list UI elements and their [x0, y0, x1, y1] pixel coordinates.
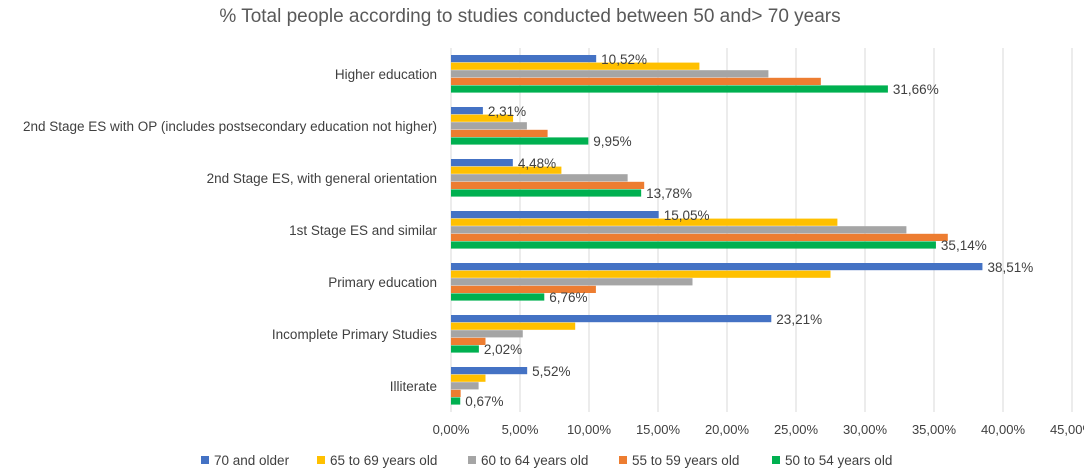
x-tick-label: 35,00%	[912, 422, 957, 437]
x-tick-label: 5,00%	[502, 422, 539, 437]
legend-label: 60 to 64 years old	[481, 453, 588, 468]
bar-50-to-54-years-old	[451, 85, 888, 93]
legend-label: 50 to 54 years old	[785, 453, 892, 468]
bar-70-and-older	[451, 55, 597, 63]
category-label: Higher education	[335, 67, 437, 82]
data-label: 23,21%	[776, 312, 822, 327]
legend-swatch-70-and-older	[201, 456, 209, 464]
bar-60-to-64-years-old	[451, 122, 527, 130]
bar-55-to-59-years-old	[451, 285, 596, 293]
legend-swatch-60-to-64-years-old	[468, 456, 476, 464]
data-label: 13,78%	[646, 186, 692, 201]
bar-60-to-64-years-old	[451, 226, 907, 234]
legend: 70 and older 65 to 69 years old 60 to 64 y…	[201, 453, 892, 468]
bar-60-to-64-years-old	[451, 70, 769, 78]
legend-label: 65 to 69 years old	[330, 453, 437, 468]
data-label: 4,48%	[518, 156, 556, 171]
data-label: 0,67%	[465, 394, 503, 409]
x-tick-label: 15,00%	[636, 422, 681, 437]
bar-65-to-69-years-old	[451, 374, 486, 382]
bar-50-to-54-years-old	[451, 189, 642, 197]
bar-60-to-64-years-old	[451, 174, 628, 182]
data-label: 35,14%	[941, 238, 987, 253]
bar-50-to-54-years-old	[451, 397, 461, 405]
legend-swatch-55-to-59-years-old	[619, 456, 627, 464]
data-label: 6,76%	[549, 290, 587, 305]
x-tick-label: 0,00%	[433, 422, 470, 437]
bar-55-to-59-years-old	[451, 129, 548, 137]
bar-70-and-older	[451, 211, 659, 219]
legend-swatch-50-to-54-years-old	[772, 456, 780, 464]
data-label: 15,05%	[664, 208, 710, 223]
bar-70-and-older	[451, 367, 528, 375]
category-label: Illiterate	[390, 379, 437, 394]
bar-50-to-54-years-old	[451, 241, 936, 249]
bar-70-and-older	[451, 315, 772, 323]
legend-swatch-65-to-69-years-old	[317, 456, 325, 464]
category-labels: Higher education 2nd Stage ES with OP (in…	[23, 67, 438, 394]
bar-70-and-older	[451, 159, 513, 167]
data-label: 5,52%	[532, 364, 570, 379]
category-label: 2nd Stage ES, with general orientation	[207, 171, 437, 186]
data-label: 2,02%	[484, 342, 522, 357]
x-tick-label: 10,00%	[567, 422, 612, 437]
bar-70-and-older	[451, 263, 983, 271]
bar-50-to-54-years-old	[451, 293, 545, 301]
bar-60-to-64-years-old	[451, 382, 479, 390]
data-label: 38,51%	[987, 260, 1033, 275]
bar-65-to-69-years-old	[451, 166, 562, 174]
data-label: 10,52%	[601, 52, 647, 67]
bar-55-to-59-years-old	[451, 77, 821, 85]
data-label: 31,66%	[893, 82, 939, 97]
bar-65-to-69-years-old	[451, 62, 700, 70]
data-label: 9,95%	[593, 134, 631, 149]
bar-65-to-69-years-old	[451, 322, 576, 330]
bar-65-to-69-years-old	[451, 270, 831, 278]
bar-70-and-older	[451, 107, 483, 115]
bar-65-to-69-years-old	[451, 114, 514, 122]
legend-label: 70 and older	[214, 453, 290, 468]
bar-50-to-54-years-old	[451, 345, 479, 353]
bar-55-to-59-years-old	[451, 337, 486, 345]
bars	[451, 55, 983, 405]
chart-title: % Total people according to studies cond…	[219, 6, 840, 27]
category-label: 1st Stage ES and similar	[289, 223, 437, 238]
category-label: 2nd Stage ES with OP (includes postsecon…	[23, 119, 437, 134]
x-tick-label: 40,00%	[981, 422, 1026, 437]
category-label: Primary education	[328, 275, 437, 290]
bar-55-to-59-years-old	[451, 233, 948, 241]
legend-label: 55 to 59 years old	[632, 453, 739, 468]
x-tick-label: 25,00%	[774, 422, 819, 437]
bar-55-to-59-years-old	[451, 181, 645, 189]
bar-60-to-64-years-old	[451, 330, 523, 338]
x-tick-label: 45,00%	[1050, 422, 1084, 437]
bar-55-to-59-years-old	[451, 389, 461, 397]
bar-65-to-69-years-old	[451, 218, 838, 226]
x-tick-label: 20,00%	[705, 422, 750, 437]
category-label: Incomplete Primary Studies	[272, 327, 437, 342]
data-labels: 10,52% 31,66% 2,31% 9,95% 4,48% 13,78% 15,05% 3…	[465, 52, 1033, 409]
bar-60-to-64-years-old	[451, 278, 693, 286]
x-tick-labels: 0,00% 5,00% 10,00% 15,00% 20,00% 25,00% 30,00%…	[433, 422, 1084, 437]
bar-50-to-54-years-old	[451, 137, 589, 145]
data-label: 2,31%	[488, 104, 526, 119]
x-tick-label: 30,00%	[843, 422, 888, 437]
